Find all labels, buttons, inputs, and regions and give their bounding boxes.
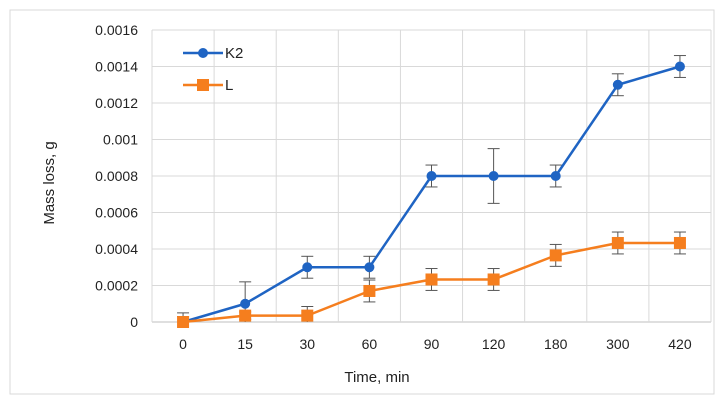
x-tick-label: 120 [482,336,506,352]
legend-label: L [225,77,233,94]
y-tick-label: 0.0016 [95,22,138,38]
x-tick-label: 15 [237,336,253,352]
y-tick-label: 0 [130,314,138,330]
series-l [177,231,686,328]
chart-frame [9,9,715,395]
data-point [301,309,314,322]
x-tick-label: 90 [424,336,440,352]
data-point [673,236,686,249]
y-axis-title: Mass loss, g [41,141,58,224]
series-group [177,55,686,328]
y-tick-label: 0.0004 [95,241,138,257]
x-tick-label: 30 [299,336,315,352]
legend-marker [197,79,209,91]
y-tick-label: 0.0008 [95,168,138,184]
axes: 0 0.0002 0.0004 0.0006 0.0008 0.001 0.0012 0.00… [95,22,692,352]
data-point [426,171,437,181]
data-point [488,171,499,181]
data-point [487,273,500,286]
legend-item-k2: K2 [183,45,243,62]
grid [9,9,715,395]
x-tick-label: 60 [362,336,378,352]
x-tick-label: 420 [668,336,692,352]
y-tick-label: 0.0002 [95,278,138,294]
data-point [302,262,313,273]
data-point [425,273,438,286]
x-tick-label: 180 [544,336,568,352]
y-tick-label: 0.001 [103,132,138,148]
y-tick-label: 0.0012 [95,95,138,111]
legend-marker [198,48,208,58]
data-point [549,249,562,262]
data-point [240,298,251,309]
data-point [177,316,190,328]
legend-item-l: L [183,77,233,94]
data-point [611,236,624,249]
legend-label: K2 [225,45,243,62]
y-tick-label: 0.0014 [95,59,138,75]
data-point [363,284,376,297]
legend: K2 L [183,45,243,94]
data-point [674,61,685,72]
y-tick-label: 0.0006 [95,205,138,221]
data-point [364,262,375,273]
data-point [550,171,561,181]
x-tick-label: 0 [179,336,187,352]
x-axis-title: Time, min [344,369,409,386]
data-point [239,309,252,322]
data-point [612,79,623,90]
x-tick-label: 300 [606,336,630,352]
